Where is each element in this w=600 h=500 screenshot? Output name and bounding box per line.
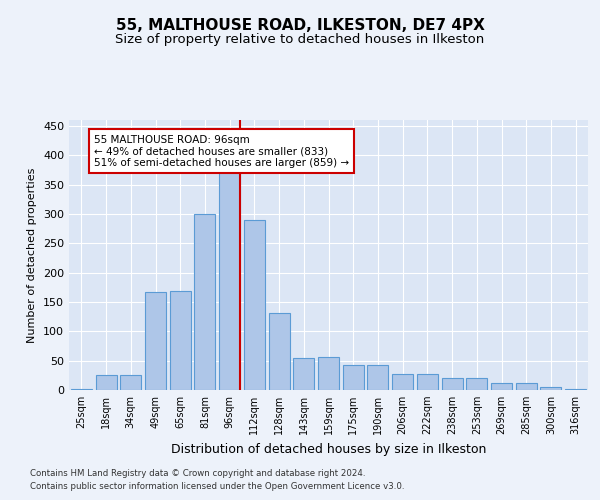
Bar [244, 220, 265, 390]
Text: Contains public sector information licensed under the Open Government Licence v3: Contains public sector information licen… [30, 482, 404, 491]
Bar [417, 374, 438, 390]
Bar [367, 366, 388, 390]
Bar [466, 378, 487, 390]
Bar [442, 378, 463, 390]
Text: Contains HM Land Registry data © Crown copyright and database right 2024.: Contains HM Land Registry data © Crown c… [30, 468, 365, 477]
Text: 55 MALTHOUSE ROAD: 96sqm
← 49% of detached houses are smaller (833)
51% of semi-: 55 MALTHOUSE ROAD: 96sqm ← 49% of detach… [94, 134, 349, 168]
Bar [491, 383, 512, 390]
Bar [318, 356, 339, 390]
Bar [269, 312, 290, 390]
Bar [170, 292, 191, 390]
Bar [516, 383, 537, 390]
Bar [120, 376, 141, 390]
Bar [541, 387, 562, 390]
Bar [95, 376, 116, 390]
X-axis label: Distribution of detached houses by size in Ilkeston: Distribution of detached houses by size … [171, 442, 486, 456]
Bar [219, 170, 240, 390]
Bar [145, 292, 166, 390]
Bar [565, 389, 586, 390]
Bar [194, 214, 215, 390]
Bar [392, 374, 413, 390]
Bar [343, 366, 364, 390]
Text: Size of property relative to detached houses in Ilkeston: Size of property relative to detached ho… [115, 32, 485, 46]
Y-axis label: Number of detached properties: Number of detached properties [28, 168, 37, 342]
Text: 55, MALTHOUSE ROAD, ILKESTON, DE7 4PX: 55, MALTHOUSE ROAD, ILKESTON, DE7 4PX [116, 18, 484, 32]
Bar [293, 358, 314, 390]
